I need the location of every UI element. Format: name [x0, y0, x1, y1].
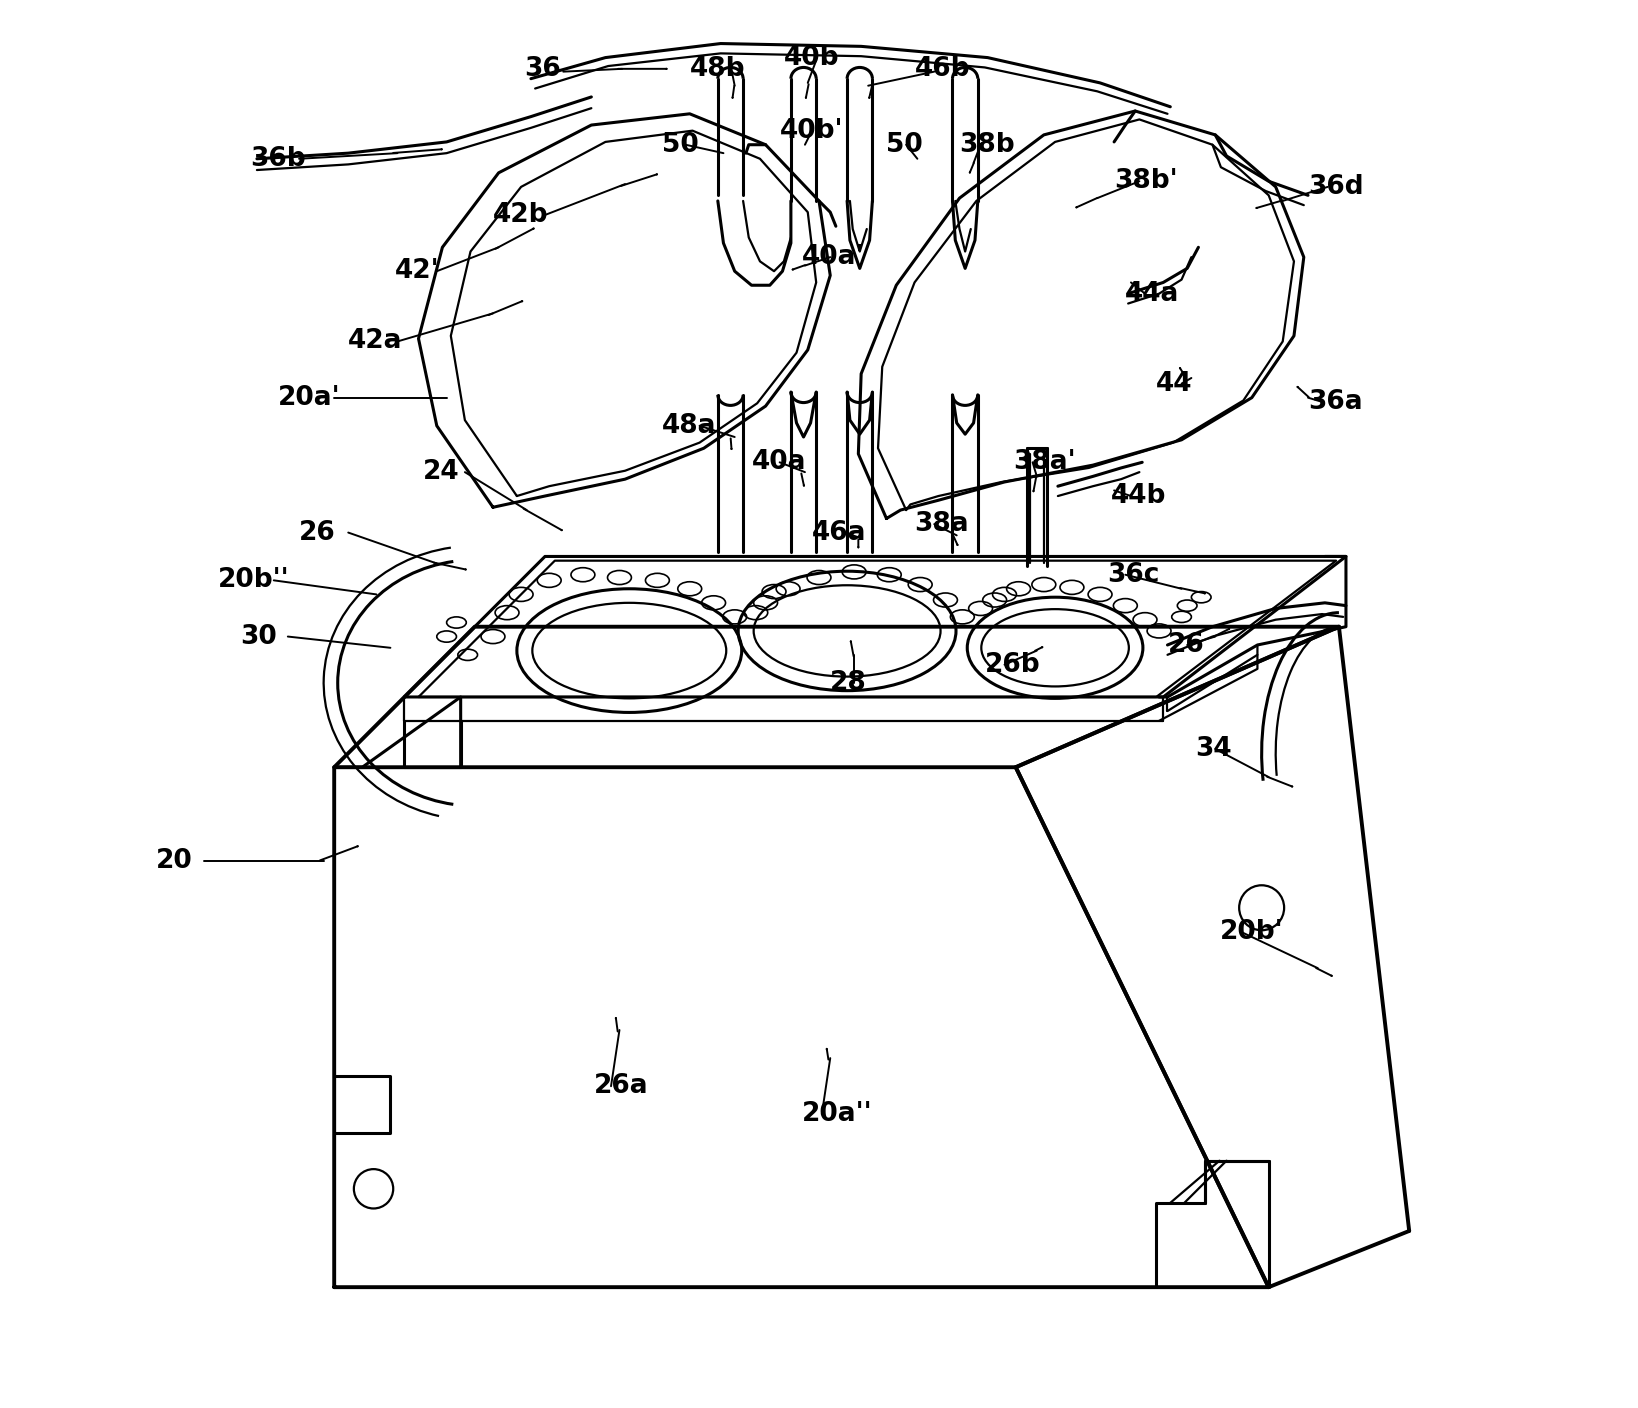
Text: 40b: 40b: [785, 45, 839, 70]
Text: 48a: 48a: [662, 413, 716, 439]
Text: 26: 26: [1168, 632, 1204, 658]
Text: 46a: 46a: [812, 520, 867, 545]
Text: 20b'': 20b'': [218, 567, 290, 593]
Text: 42b: 42b: [493, 201, 549, 228]
Text: 20: 20: [156, 849, 193, 874]
Text: 28: 28: [830, 670, 867, 696]
Text: 30: 30: [241, 624, 277, 649]
Text: 38b': 38b': [1114, 169, 1178, 194]
Text: 40a: 40a: [752, 449, 806, 476]
Text: 40b': 40b': [780, 118, 844, 144]
Text: 20b': 20b': [1219, 918, 1283, 945]
Text: 38a: 38a: [914, 511, 970, 536]
Text: 42a: 42a: [349, 328, 403, 355]
Text: 44a: 44a: [1125, 280, 1179, 307]
Text: 44b: 44b: [1111, 483, 1166, 510]
Text: 38a': 38a': [1012, 449, 1076, 476]
Text: 40a': 40a': [803, 244, 865, 270]
Text: 42': 42': [395, 258, 439, 284]
Text: 50: 50: [662, 132, 698, 158]
Text: 20a'': 20a'': [803, 1101, 873, 1128]
Text: 26: 26: [300, 520, 336, 545]
Text: 36d: 36d: [1309, 173, 1364, 200]
Text: 26a: 26a: [595, 1073, 649, 1100]
Text: 36: 36: [524, 56, 560, 82]
Text: 26b: 26b: [984, 652, 1040, 677]
Text: 46b: 46b: [914, 56, 970, 82]
Text: 36c: 36c: [1107, 562, 1160, 587]
Text: 36a: 36a: [1309, 389, 1363, 415]
Text: 34: 34: [1196, 736, 1232, 762]
Text: 38b: 38b: [960, 132, 1016, 158]
Text: 44: 44: [1156, 370, 1192, 397]
Text: 48b: 48b: [690, 56, 745, 82]
Text: 24: 24: [423, 459, 459, 486]
Text: 50: 50: [886, 132, 924, 158]
Text: 36b: 36b: [251, 146, 306, 172]
Text: 20a': 20a': [278, 384, 341, 411]
